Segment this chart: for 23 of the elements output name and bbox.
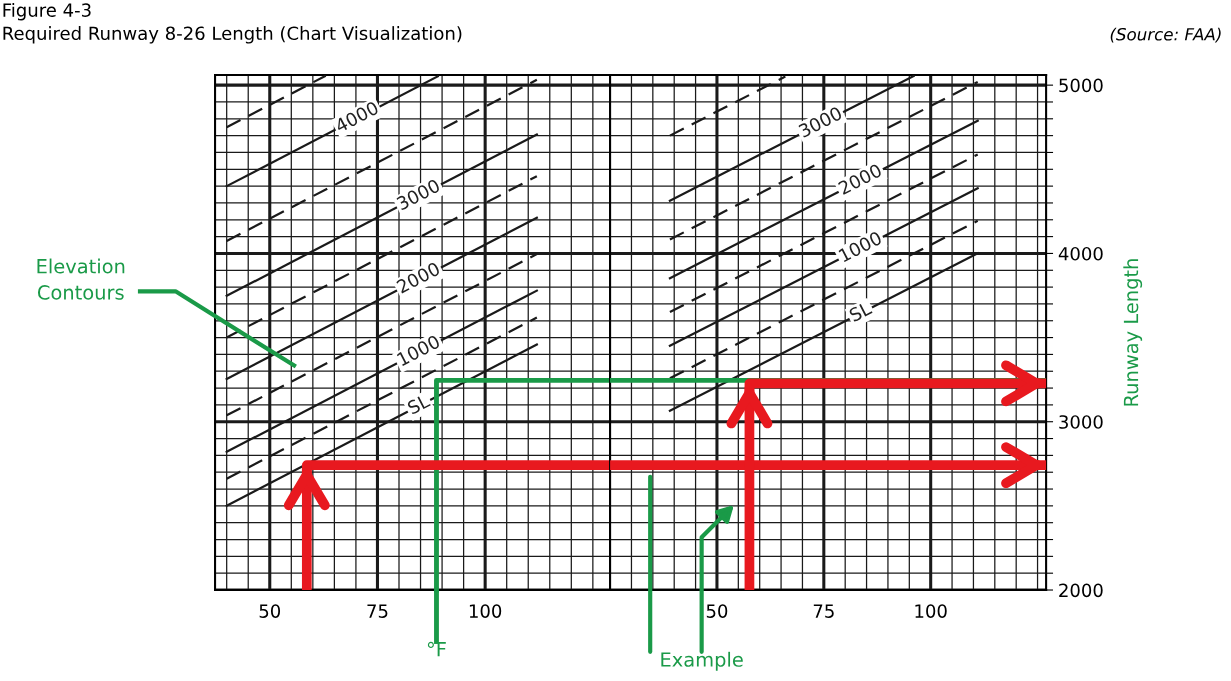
chart-subtitle: Required Runway 8-26 Length (Chart Visualization): [3, 26, 462, 44]
x-tick-label: 75: [813, 604, 834, 618]
text: 4000: [334, 100, 380, 133]
x-tick-label: 50: [706, 604, 728, 618]
text: Elevation Contours: [37, 258, 125, 300]
text: (Source: FAA): [1110, 27, 1221, 43]
text: Example: [661, 651, 743, 671]
text: 1000: [838, 230, 883, 263]
text: SL: [406, 393, 431, 415]
x-tick-label: 100: [469, 604, 502, 618]
x-tick-label: 75: [367, 604, 388, 618]
y-tick-label: 4000: [1058, 246, 1103, 261]
caption: Figure 4-3: [3, 2, 91, 21]
x-tick-label: 100: [915, 604, 947, 618]
y-axis-title: Runway Length: [1123, 259, 1143, 406]
y-tick-label: 2000: [1059, 583, 1103, 598]
text: °F: [427, 641, 446, 657]
text: 3000: [395, 178, 441, 211]
text: 1000: [396, 334, 441, 367]
text: SL: [848, 300, 873, 323]
y-tick-label: 5000: [1059, 78, 1103, 93]
y-tick-label: 3000: [1059, 415, 1103, 429]
x-tick-label: 50: [259, 604, 281, 618]
